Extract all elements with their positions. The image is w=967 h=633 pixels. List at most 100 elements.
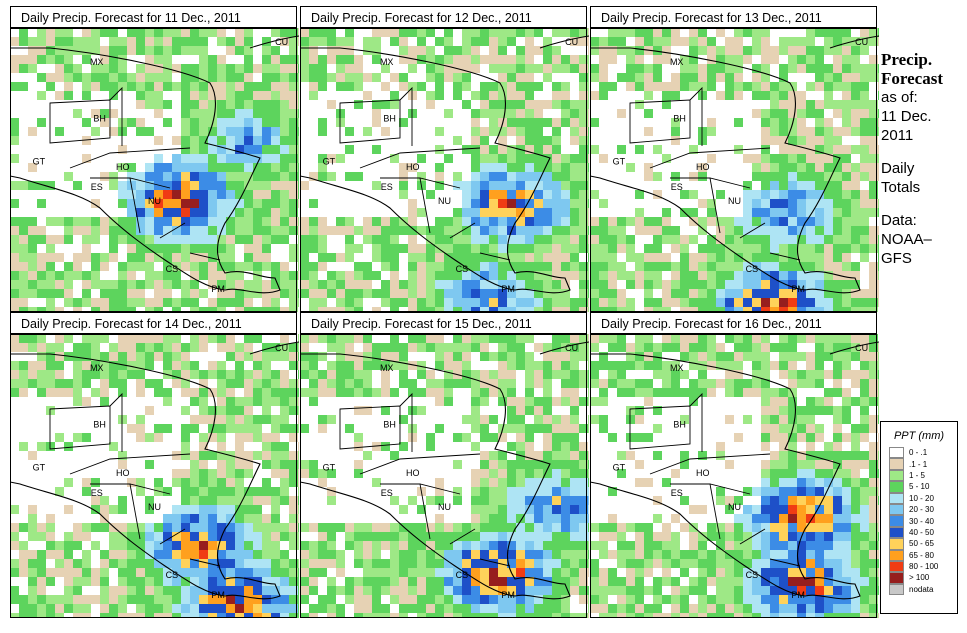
- precip-cell: [244, 523, 253, 532]
- precip-cell: [842, 172, 851, 181]
- precip-cell: [363, 172, 372, 181]
- precip-cell: [671, 244, 680, 253]
- precip-cell: [590, 118, 599, 127]
- precip-cell: [590, 280, 599, 289]
- precip-cell: [689, 280, 698, 289]
- precip-cell: [480, 361, 489, 370]
- precip-cell: [19, 604, 28, 613]
- precip-cell: [280, 388, 289, 397]
- precip-cell: [653, 289, 662, 298]
- precip-cell: [244, 514, 253, 523]
- precip-cell: [680, 199, 689, 208]
- precip-cell: [190, 100, 199, 109]
- precip-cell: [262, 145, 271, 154]
- precip-cell: [381, 64, 390, 73]
- precip-cell: [381, 514, 390, 523]
- precip-cell: [100, 523, 109, 532]
- precip-cell: [399, 217, 408, 226]
- precip-cell: [462, 496, 471, 505]
- precip-cell: [190, 235, 199, 244]
- precip-cell: [752, 253, 761, 262]
- precip-cell: [300, 550, 309, 559]
- precip-cell: [226, 532, 235, 541]
- precip-cell: [653, 109, 662, 118]
- precip-cell: [46, 478, 55, 487]
- precip-cell: [716, 181, 725, 190]
- precip-cell: [19, 127, 28, 136]
- precip-cell: [444, 415, 453, 424]
- precip-cell: [28, 28, 37, 37]
- precip-cell: [244, 46, 253, 55]
- precip-cell: [91, 55, 100, 64]
- precip-cell: [309, 289, 318, 298]
- precip-cell: [226, 505, 235, 514]
- precip-cell: [327, 604, 336, 613]
- precip-cell: [552, 307, 561, 312]
- precip-cell: [127, 298, 136, 307]
- precip-cell: [869, 226, 878, 235]
- precip-cell: [91, 505, 100, 514]
- precip-cell: [109, 136, 118, 145]
- precip-cell: [172, 460, 181, 469]
- precip-cell: [327, 253, 336, 262]
- precip-cell: [64, 370, 73, 379]
- precip-cell: [336, 505, 345, 514]
- precip-cell: [37, 145, 46, 154]
- precip-cell: [570, 37, 579, 46]
- precip-cell: [671, 253, 680, 262]
- precip-cell: [298, 262, 299, 271]
- precip-cell: [671, 262, 680, 271]
- precip-cell: [815, 109, 824, 118]
- precip-cell: [82, 253, 91, 262]
- precip-cell: [208, 91, 217, 100]
- precip-cell: [579, 136, 588, 145]
- precip-cell: [172, 235, 181, 244]
- precip-cell: [471, 397, 480, 406]
- precip-cell: [73, 226, 82, 235]
- precip-cell: [28, 280, 37, 289]
- precip-cell: [824, 46, 833, 55]
- precip-cell: [100, 181, 109, 190]
- precip-cell: [534, 307, 543, 312]
- precip-cell: [453, 352, 462, 361]
- precip-cell: [199, 136, 208, 145]
- precip-cell: [91, 91, 100, 100]
- precip-cell: [217, 415, 226, 424]
- precip-cell: [534, 145, 543, 154]
- precip-cell: [635, 253, 644, 262]
- precip-cell: [163, 181, 172, 190]
- precip-cell: [82, 226, 91, 235]
- precip-cell: [617, 28, 626, 37]
- precip-cell: [336, 289, 345, 298]
- precip-cell: [453, 226, 462, 235]
- precip-cell: [300, 406, 309, 415]
- precip-cell: [480, 343, 489, 352]
- precip-cell: [91, 433, 100, 442]
- precip-cell: [653, 271, 662, 280]
- precip-cell: [199, 550, 208, 559]
- precip-cell: [471, 289, 480, 298]
- precip-cell: [426, 199, 435, 208]
- precip-cell: [345, 415, 354, 424]
- precip-cell: [815, 190, 824, 199]
- precip-cell: [689, 271, 698, 280]
- precip-cell: [860, 64, 869, 73]
- precip-cell: [561, 145, 570, 154]
- precip-cell: [298, 244, 299, 253]
- precip-cell: [289, 226, 298, 235]
- precip-cell: [280, 298, 289, 307]
- precip-cell: [860, 46, 869, 55]
- precip-cell: [345, 118, 354, 127]
- precip-cell: [498, 199, 507, 208]
- precip-cell: [46, 460, 55, 469]
- precip-cell: [480, 577, 489, 586]
- country-border: [159, 528, 186, 545]
- precip-cell: [399, 109, 408, 118]
- precip-cell: [471, 334, 480, 343]
- precip-cell: [752, 145, 761, 154]
- precip-cell: [91, 343, 100, 352]
- precip-cell: [64, 550, 73, 559]
- precip-cell: [525, 190, 534, 199]
- precip-cell: [842, 271, 851, 280]
- precip-cell: [318, 469, 327, 478]
